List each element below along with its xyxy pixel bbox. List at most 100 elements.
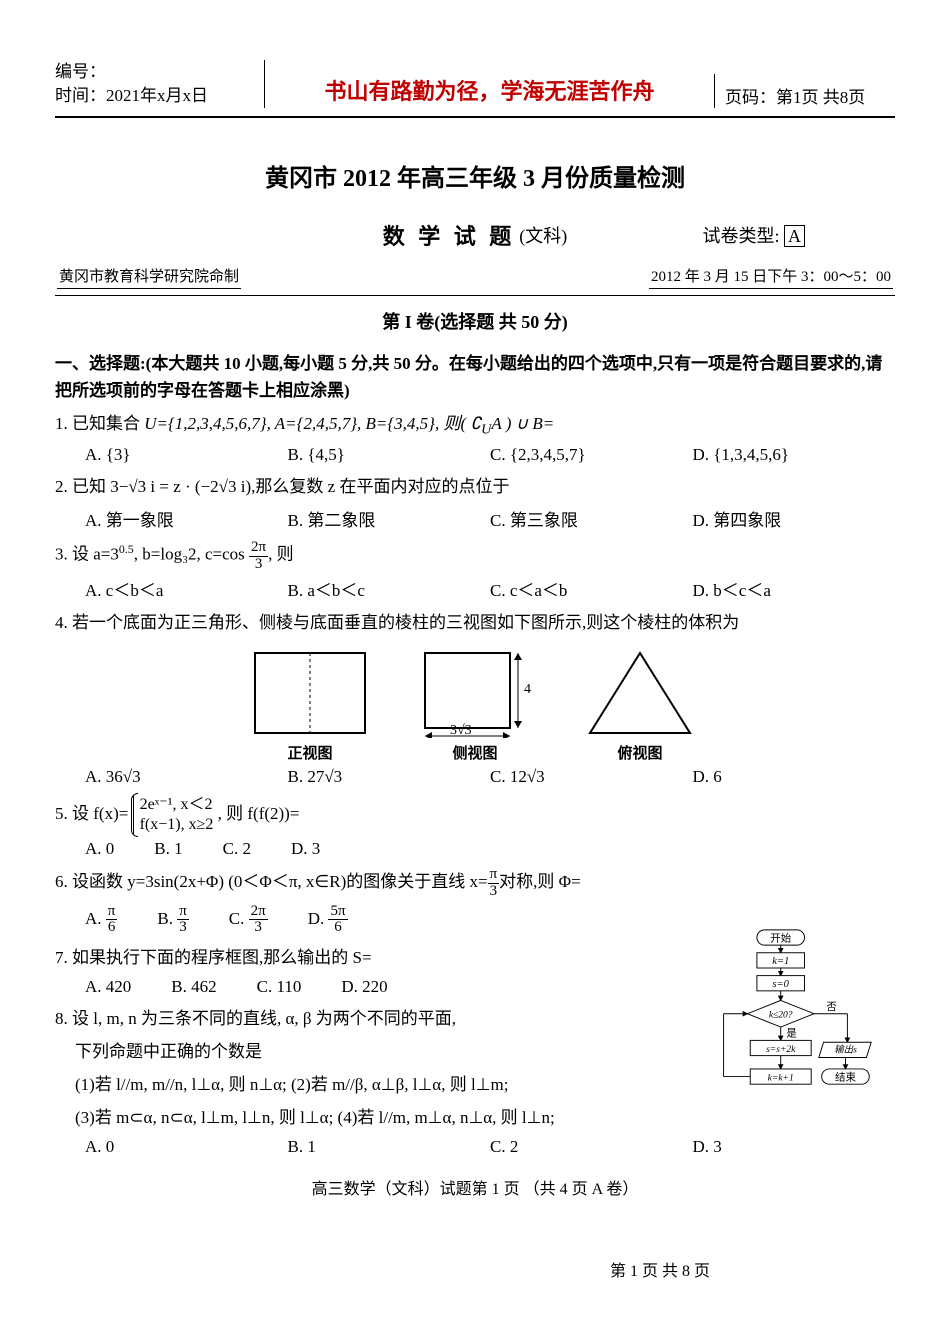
top-view-label: 俯视图: [580, 742, 700, 763]
question-8-line2: 下列命题中正确的个数是: [55, 1038, 695, 1067]
q4-opt-a: A. 36√3: [85, 767, 288, 787]
q1-opt-a: A. {3}: [85, 445, 288, 465]
page-footer: 第 1 页 共 8 页: [610, 1257, 710, 1281]
side-view: 4 3√3 侧视图: [410, 648, 540, 763]
side-view-label: 侧视图: [410, 742, 540, 763]
fc-out: 输出s: [834, 1044, 857, 1056]
header-page-num: 页码：第1页 共8页: [715, 83, 895, 108]
q1-options: A. {3} B. {4,5} C. {2,3,4,5,7} D. {1,3,4…: [55, 445, 895, 465]
question-8-line1: 8. 设 l, m, n 为三条不同的直线, α, β 为两个不同的平面,: [55, 1005, 695, 1034]
question-7: 7. 如果执行下面的程序框图,那么输出的 S=: [55, 944, 695, 973]
doc-time-label: 时间：2021年x月x日: [55, 84, 256, 108]
exam-type: 试卷类型: A: [702, 222, 805, 248]
exam-author: 黄冈市教育科学研究院命制: [57, 265, 241, 289]
q2-opt-b: B. 第二象限: [288, 506, 491, 531]
q5-opt-a: A. 0: [85, 839, 114, 859]
exam-datetime: 2012 年 3 月 15 日下午 3：00～5：00: [649, 265, 893, 289]
q2-opt-c: C. 第三象限: [490, 506, 693, 531]
q1-post: A ) ∪ B=: [491, 414, 554, 433]
fc-yes: 是: [786, 1028, 797, 1040]
q8-opt-a: A. 0: [85, 1137, 288, 1157]
q8-options: A. 0 B. 1 C. 2 D. 3: [55, 1137, 895, 1157]
q3-opt-b: B. a＜b＜c: [288, 576, 491, 601]
front-view-label: 正视图: [250, 742, 370, 763]
q1-opt-b: B. {4,5}: [288, 445, 491, 465]
main-title: 黄冈市 2012 年高三年级 3 月份质量检测: [55, 158, 895, 193]
q8-opt-c: C. 2: [490, 1137, 693, 1157]
q5-opt-d: D. 3: [291, 839, 320, 859]
question-2: 2. 已知 3−√3 i = z · (−2√3 i),那么复数 z 在平面内对…: [55, 473, 895, 502]
q7-opt-b: B. 462: [171, 977, 216, 997]
q4-opt-d: D. 6: [693, 767, 896, 787]
q5-piecewise: 2eˣ⁻¹, x＜2 f(x−1), x≥2: [133, 795, 214, 835]
q3-opt-a: A. c＜b＜a: [85, 576, 288, 601]
q2-opt-a: A. 第一象限: [85, 506, 288, 531]
fc-cond: k≤20?: [769, 1011, 793, 1021]
question-5: 5. 设 f(x)= 2eˣ⁻¹, x＜2 f(x−1), x≥2 , 则 f(…: [55, 795, 895, 835]
q6-opt-a: A. π6: [85, 904, 117, 937]
q7-opt-a: A. 420: [85, 977, 131, 997]
q4-opt-b: B. 27√3: [288, 767, 491, 787]
question-4: 4. 若一个底面为正三角形、侧棱与底面垂直的棱柱的三视图如下图所示,则这个棱柱的…: [55, 609, 895, 638]
fc-no: 否: [826, 1001, 837, 1013]
question-6: 6. 设函数 y=3sin(2x+Φ) (0＜Φ＜π, x∈R)的图像关于直线 …: [55, 867, 695, 900]
q3-opt-d: D. b＜c＜a: [693, 576, 896, 601]
fc-s2k: s=s+2k: [766, 1045, 796, 1055]
inner-footer: 高三数学（文科）试题第 1 页 （共 4 页 A 卷）: [55, 1175, 895, 1199]
q7-options: A. 420 B. 462 C. 110 D. 220: [55, 977, 695, 997]
subject-title: 数 学 试 题: [383, 219, 516, 251]
flowchart: 开始 k=1 s=0 k≤20? 否 输出s 结束 是 s=s+2k k=k+1: [700, 928, 890, 1133]
page-header: 编号： 时间：2021年x月x日 书山有路勤为径，学海无涯苦作舟 页码：第1页 …: [55, 60, 895, 118]
q5-piece1: 2eˣ⁻¹, x＜2: [140, 795, 214, 815]
subject-paren: (文科): [519, 222, 567, 248]
exam-type-prefix: 试卷类型:: [702, 226, 779, 246]
question-3: 3. 设 a=30.5, b=log₃2, c=cos 2π3, 则: [55, 539, 895, 572]
q3-pre: 3. 设 a=3: [55, 545, 119, 564]
header-motto: 书山有路勤为径，学海无涯苦作舟: [265, 74, 715, 108]
q5-options: A. 0 B. 1 C. 2 D. 3: [55, 839, 895, 859]
q1-pre: 1. 已知集合: [55, 414, 144, 433]
q2-options: A. 第一象限 B. 第二象限 C. 第三象限 D. 第四象限: [55, 506, 895, 531]
section-instructions: 一、选择题:(本大题共 10 小题,每小题 5 分,共 50 分。在每小题给出的…: [55, 350, 895, 404]
q3-mid: , b=log₃2, c=cos: [134, 545, 249, 564]
exam-type-letter: A: [784, 225, 805, 247]
q3-frac-den: 3: [249, 557, 268, 573]
header-left: 编号： 时间：2021年x月x日: [55, 60, 265, 108]
doc-id-label: 编号：: [55, 60, 256, 84]
front-view: 正视图: [250, 648, 370, 763]
q1-sets: U={1,2,3,4,5,6,7}, A={2,4,5,7}, B={3,4,5…: [144, 414, 481, 433]
q6-fd: 3: [488, 884, 500, 900]
q3-opt-c: C. c＜a＜b: [490, 576, 693, 601]
top-view: 俯视图: [580, 648, 700, 763]
fc-s0: s=0: [773, 979, 790, 990]
q8-opt-b: B. 1: [288, 1137, 491, 1157]
q4-opt-c: C. 12√3: [490, 767, 693, 787]
q1-opt-c: C. {2,3,4,5,7}: [490, 445, 693, 465]
q5-piece2: f(x−1), x≥2: [140, 815, 214, 835]
fc-end: 结束: [835, 1070, 856, 1083]
fc-k1: k=1: [772, 956, 789, 967]
q5-pre: 5. 设 f(x)=: [55, 804, 133, 823]
q8-opt-d: D. 3: [693, 1137, 896, 1157]
q6-pre: 6. 设函数 y=3sin(2x+Φ) (0＜Φ＜π, x∈R)的图像关于直线 …: [55, 872, 488, 891]
q6-opt-d: D. 5π6: [308, 904, 348, 937]
author-line: 黄冈市教育科学研究院命制 2012 年 3 月 15 日下午 3：00～5：00: [55, 265, 895, 289]
q7-opt-d: D. 220: [341, 977, 387, 997]
q1-opt-d: D. {1,3,4,5,6}: [693, 445, 896, 465]
three-views: 正视图 4 3√3 侧视图 俯视图: [55, 648, 895, 763]
q2-opt-d: D. 第四象限: [693, 506, 896, 531]
q1-sub: U: [481, 421, 491, 437]
q3-options: A. c＜b＜a B. a＜b＜c C. c＜a＜b D. b＜c＜a: [55, 576, 895, 601]
q3-frac-num: 2π: [249, 540, 268, 557]
q6-fn: π: [488, 867, 500, 884]
side-h-dim: 4: [524, 682, 531, 697]
question-1: 1. 已知集合 U={1,2,3,4,5,6,7}, A={2,4,5,7}, …: [55, 410, 895, 441]
q6-options: A. π6 B. π3 C. 2π3 D. 5π6: [55, 904, 695, 937]
q3-exp: 0.5: [119, 542, 134, 556]
q6-opt-b: B. π3: [157, 904, 188, 937]
q6-post: 对称,则 Φ=: [499, 872, 581, 891]
side-w-dim: 3√3: [450, 723, 472, 738]
q5-post: , 则 f(f(2))=: [218, 804, 300, 823]
q5-opt-c: C. 2: [223, 839, 251, 859]
q3-post: , 则: [268, 545, 294, 564]
